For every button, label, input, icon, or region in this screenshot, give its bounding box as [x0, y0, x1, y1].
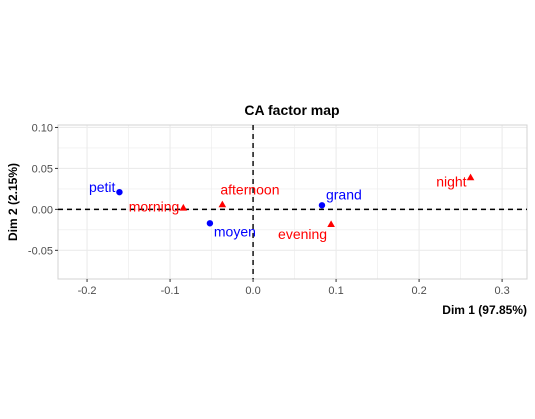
- label-night: night: [436, 173, 466, 189]
- point-moyen: [206, 220, 214, 227]
- x-tick-label: 0.2: [411, 285, 426, 297]
- point-morning: [179, 203, 188, 211]
- panel-border: [57, 124, 528, 280]
- point-petit: [116, 188, 123, 196]
- y-tick-label: 0.10: [32, 122, 53, 134]
- y-tick-label: 0.05: [32, 163, 53, 175]
- data-points: petit moyen grand morning afternoon evening ni…: [89, 173, 475, 242]
- x-tick-label: -0.1: [161, 285, 180, 297]
- x-tick-label: 0.3: [494, 285, 509, 297]
- x-axis-title: Dim 1 (97.85%): [442, 303, 527, 317]
- x-tick-label: 0.1: [328, 285, 343, 297]
- y-tick-label: -0.05: [28, 245, 53, 257]
- point-afternoon: [218, 200, 227, 208]
- plot-panel: [57, 124, 528, 280]
- axis-ticks: -0.2 -0.1 0.0 0.1 0.2 0.3 -0.05 0.00 0.05 0.10: [28, 122, 510, 297]
- x-tick-label: -0.2: [78, 285, 97, 297]
- y-tick-label: 0.00: [32, 204, 53, 216]
- label-moyen: moyen: [214, 223, 256, 239]
- x-tick-label: 0.0: [245, 285, 260, 297]
- point-evening: [327, 220, 335, 227]
- label-morning: morning: [129, 199, 180, 215]
- label-evening: evening: [278, 226, 327, 242]
- label-petit: petit: [89, 179, 116, 195]
- y-axis-title: Dim 2 (2.15%): [6, 163, 20, 241]
- point-night: [466, 173, 475, 181]
- label-grand: grand: [326, 186, 362, 202]
- point-grand: [318, 202, 326, 209]
- chart-title: CA factor map: [244, 102, 339, 118]
- label-afternoon: afternoon: [220, 181, 279, 197]
